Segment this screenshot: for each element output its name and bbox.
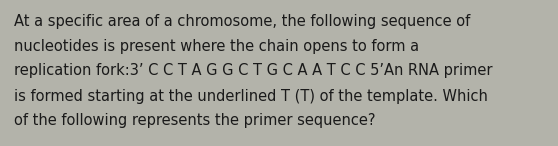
Text: replication fork:3’ C C T A G G C T G C A A T C C 5’An RNA primer: replication fork:3’ C C T A G G C T G C …: [14, 64, 493, 79]
Text: nucleotides is present where the chain opens to form a: nucleotides is present where the chain o…: [14, 40, 419, 54]
Text: At a specific area of a chromosome, the following sequence of: At a specific area of a chromosome, the …: [14, 14, 470, 29]
Text: of the following represents the primer sequence?: of the following represents the primer s…: [14, 113, 376, 128]
Text: is formed starting at the underlined T (T) of the template. Which: is formed starting at the underlined T (…: [14, 88, 488, 104]
